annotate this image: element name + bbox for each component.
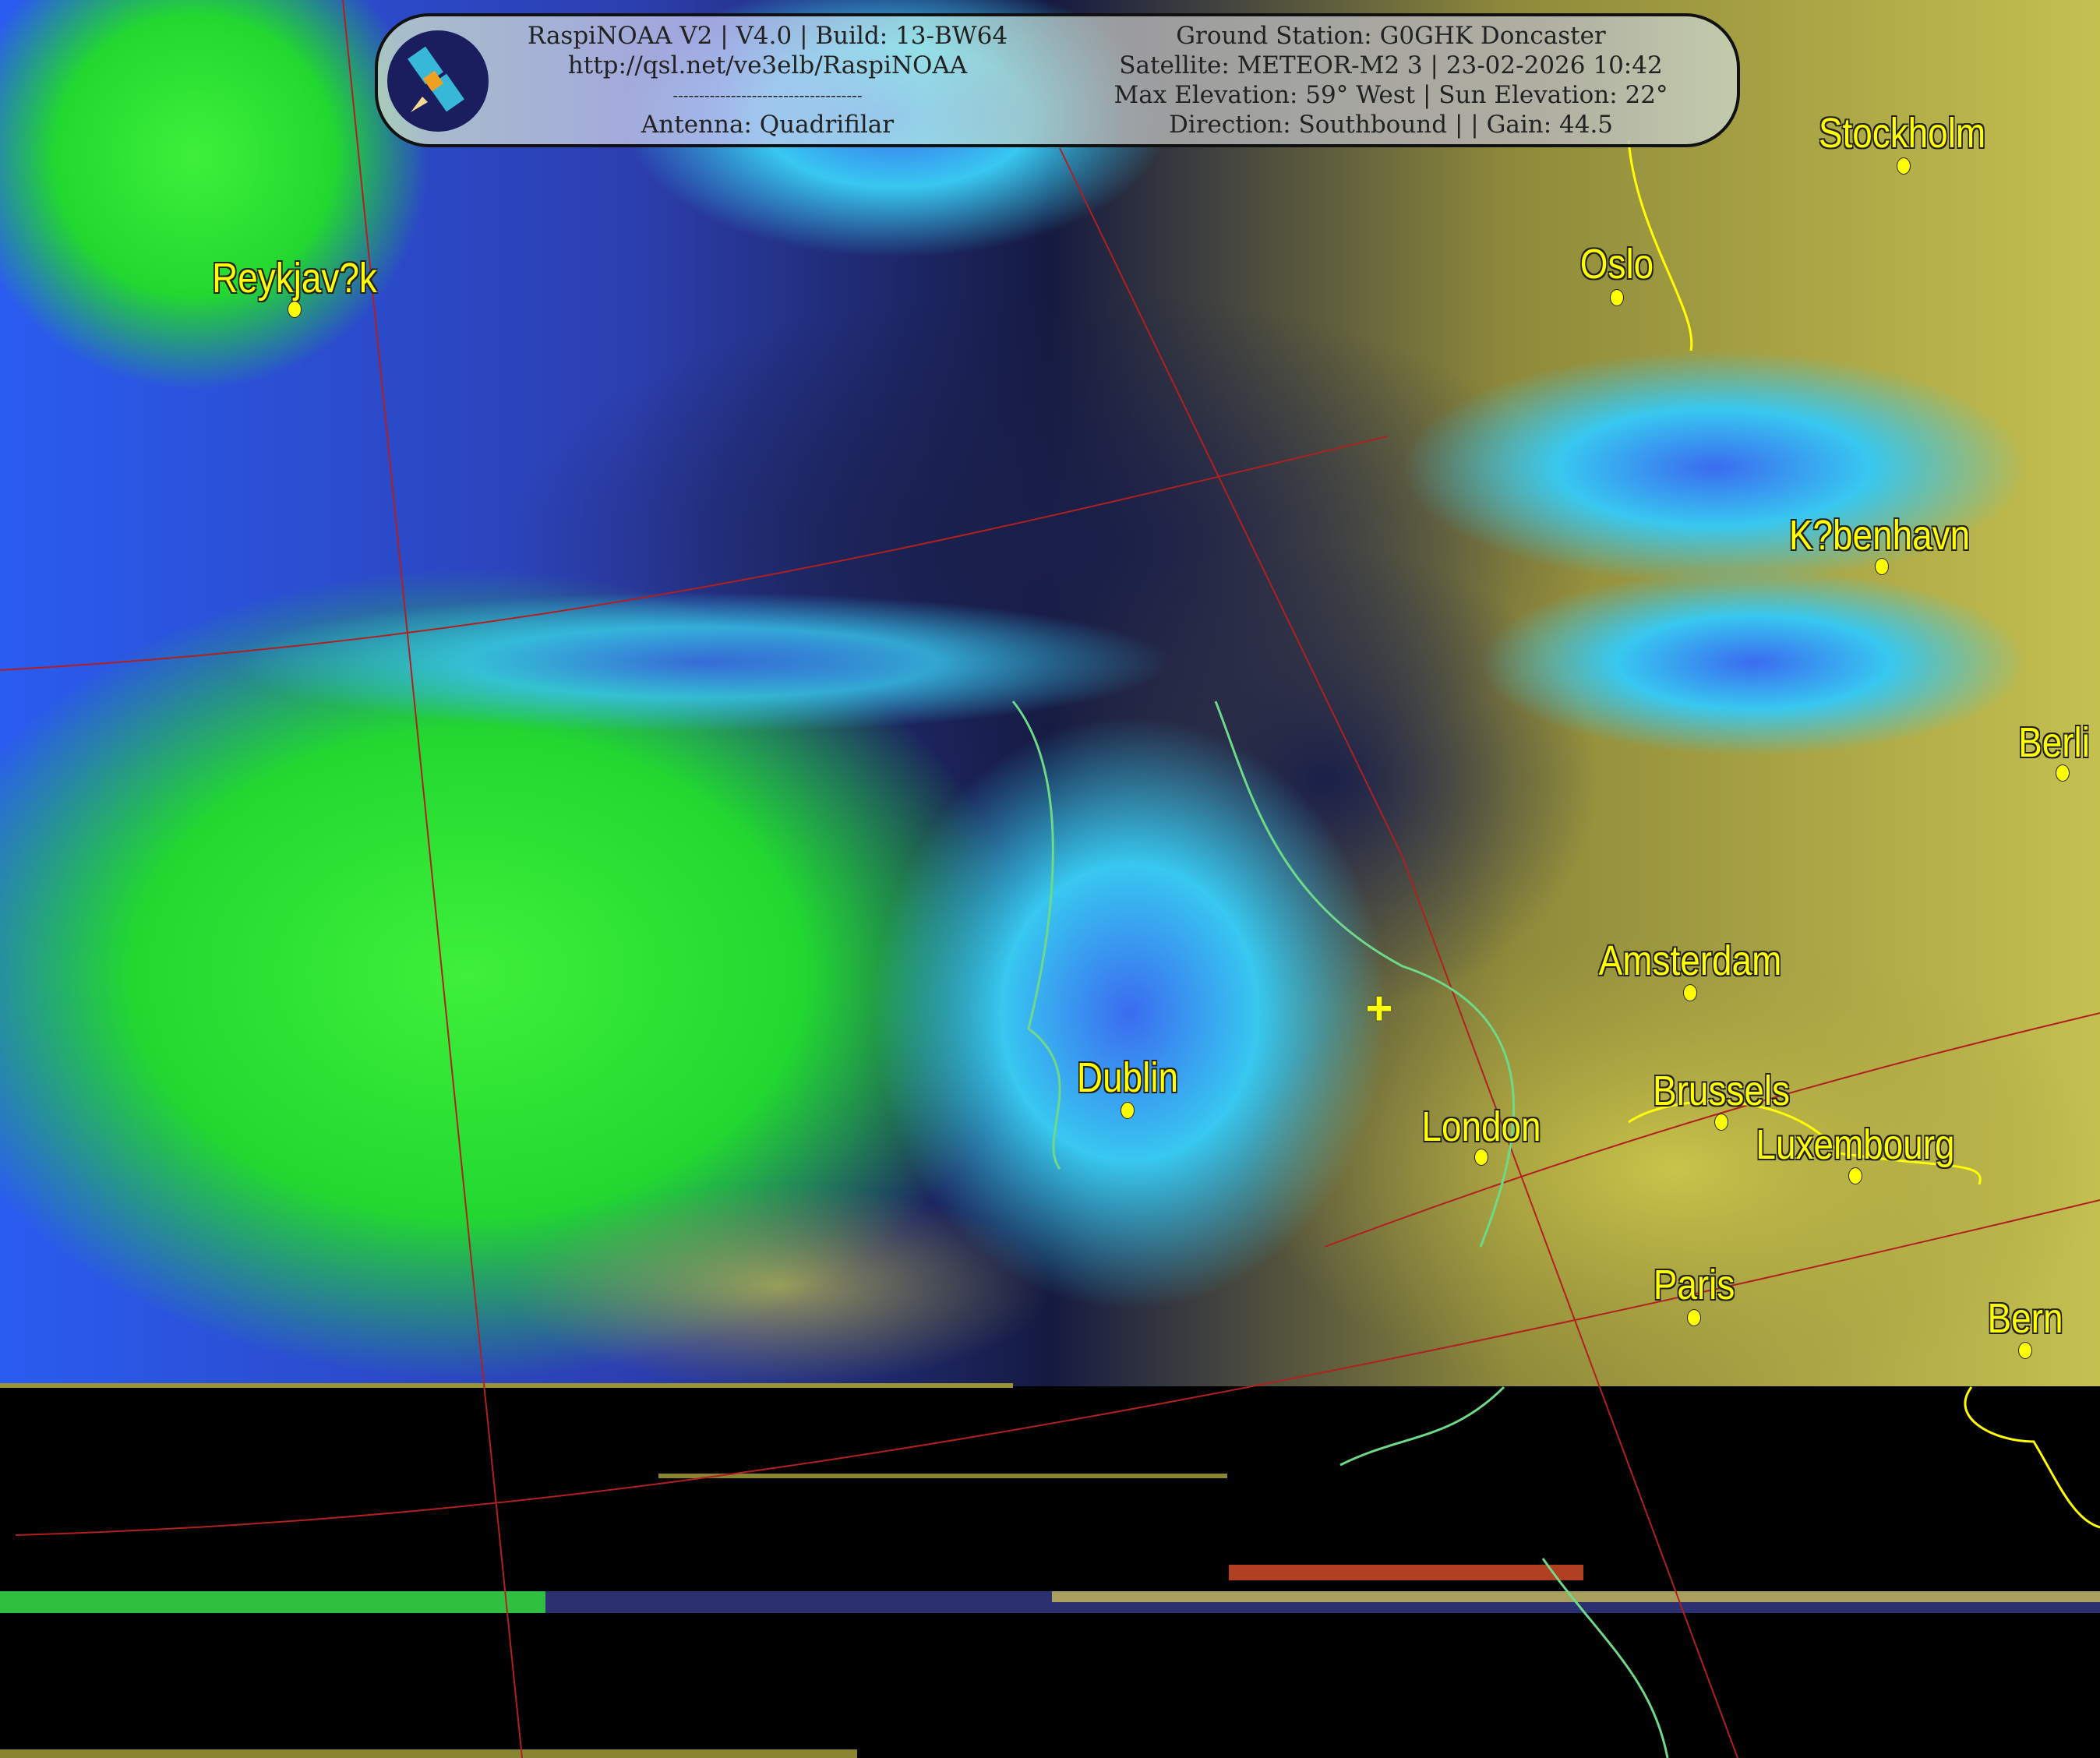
- antenna-info: Antenna: Quadrifilar: [641, 111, 895, 139]
- city-marker: [1121, 1102, 1135, 1119]
- pass-info-banner: RaspiNOAA V2 | V4.0 | Build: 13-BW64 htt…: [375, 13, 1740, 147]
- city-marker: [1474, 1149, 1488, 1166]
- city-label-reykjavik: Reykjav?k: [212, 255, 377, 302]
- city-marker: [1875, 558, 1889, 575]
- city-label-dublin: Dublin: [1076, 1054, 1179, 1101]
- direction-gain: Direction: Southbound | | Gain: 44.5: [1168, 111, 1614, 139]
- city-label-kobenhavn: K?benhavn: [1788, 512, 1971, 559]
- station-info-left: RaspiNOAA V2 | V4.0 | Build: 13-BW64 htt…: [495, 21, 1040, 139]
- software-version: RaspiNOAA V2 | V4.0 | Build: 13-BW64: [527, 22, 1008, 50]
- city-label-bern: Bern: [1987, 1295, 2063, 1342]
- ground-station: Ground Station: G0GHK Doncaster: [1176, 22, 1606, 50]
- ground-station-crosshair-icon: +: [1365, 982, 1393, 1035]
- satellite-pass: Satellite: METEOR-M2 3 | 23-02-2026 10:4…: [1119, 51, 1663, 79]
- city-label-berlin: Berli: [2018, 719, 2090, 766]
- city-marker: [2018, 1342, 2032, 1359]
- station-info-right: Ground Station: G0GHK Doncaster Satellit…: [1064, 21, 1718, 139]
- city-marker: [1897, 157, 1911, 175]
- project-url: http://qsl.net/ve3elb/RaspiNOAA: [567, 51, 968, 79]
- city-label-amsterdam: Amsterdam: [1598, 937, 1782, 984]
- city-marker: [1714, 1114, 1728, 1131]
- city-label-london: London: [1421, 1103, 1541, 1150]
- city-label-stockholm: Stockholm: [1818, 110, 1986, 157]
- city-marker: [1610, 289, 1624, 306]
- satellite-icon: [387, 30, 489, 132]
- city-label-paris: Paris: [1653, 1262, 1735, 1308]
- separator: ------------------------------------: [672, 86, 863, 104]
- city-marker: [2056, 764, 2070, 782]
- city-marker: [288, 301, 302, 318]
- elevation-info: Max Elevation: 59° West | Sun Elevation:…: [1114, 81, 1668, 109]
- city-label-oslo: Oslo: [1579, 241, 1654, 288]
- city-marker: [1687, 1309, 1701, 1326]
- city-marker: [1848, 1167, 1862, 1184]
- city-marker: [1683, 984, 1697, 1001]
- city-label-luxembourg: Luxembourg: [1756, 1121, 1955, 1168]
- city-label-brussels: Brussels: [1652, 1068, 1791, 1114]
